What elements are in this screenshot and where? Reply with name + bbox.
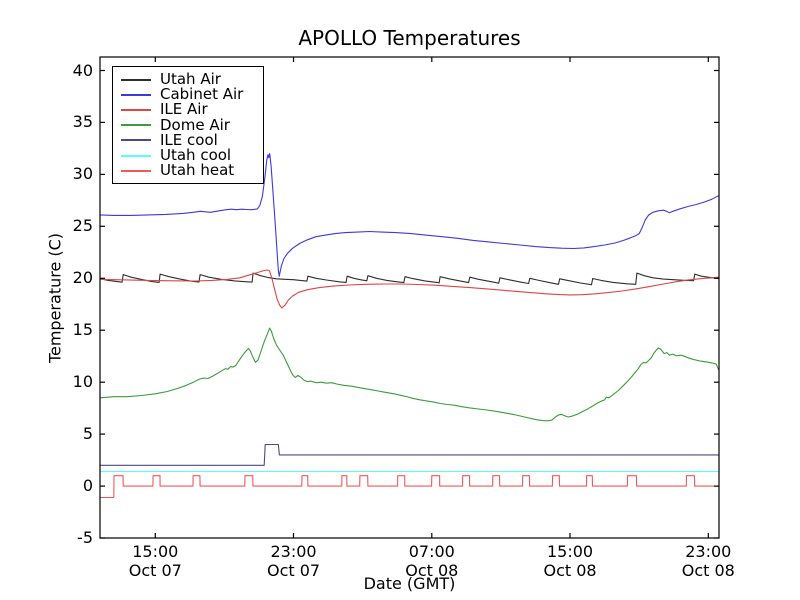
x-tick-label-time: 23:00 [685, 542, 732, 561]
legend-label: Cabinet Air [160, 85, 244, 104]
x-tick-label-date: Oct 08 [681, 561, 735, 580]
x-tick-label-time: 07:00 [408, 542, 455, 561]
y-tick-label: 30 [72, 164, 93, 184]
legend-entry-utah-heat: Utah heat [121, 163, 257, 178]
x-tick-label-date: Oct 08 [405, 561, 459, 580]
x-tick-label-date: Oct 07 [128, 561, 182, 580]
series-line-cabinet-air [99, 153, 719, 277]
x-tick-label-date: Oct 07 [266, 561, 321, 580]
y-tick-label: 25 [72, 216, 93, 236]
legend-entry-ile-air: ILE Air [121, 102, 257, 117]
y-tick-label: 5 [82, 424, 93, 444]
legend-entry-dome-air: Dome Air [121, 115, 257, 134]
legend-entry-cabinet-air: Cabinet Air [121, 87, 257, 102]
legend-line-swatch [121, 169, 151, 172]
y-tick-label: 15 [72, 320, 93, 340]
series-line-ile-cool [100, 443, 719, 466]
y-tick-label: 40 [72, 60, 93, 80]
legend-entry-ile-cool: ILE cool [121, 130, 257, 149]
series-line-utah-heat [100, 475, 719, 499]
x-tick-label-time: 15:00 [132, 542, 179, 561]
series-line-ile-air [99, 269, 719, 309]
y-tick-label: -5 [77, 528, 93, 547]
x-tick-label-date: Oct 08 [543, 561, 597, 580]
legend-label: Utah Air [160, 70, 221, 89]
x-tick-label-time: 23:00 [270, 542, 317, 561]
series-line-dome-air [99, 327, 720, 422]
legend-line-swatch [121, 139, 151, 142]
legend: Utah Air Cabinet Air ILE Air Dome Air ILE co… [112, 66, 264, 185]
legend-label: Utah cool [160, 146, 232, 165]
y-tick-label: 20 [72, 268, 93, 288]
legend-line-swatch [121, 93, 151, 96]
x-tick-label-time: 15:00 [546, 542, 594, 561]
y-tick-label: 35 [72, 112, 93, 132]
legend-label: Utah heat [160, 161, 235, 180]
y-tick-label: 0 [82, 476, 93, 496]
x-axis-label: Date (GMT) [363, 574, 456, 593]
legend-line-swatch [121, 124, 151, 127]
y-tick-label: 10 [72, 372, 93, 392]
legend-label: ILE cool [160, 130, 218, 149]
legend-line-swatch [121, 108, 151, 111]
y-axis-label: Temperature (C) [45, 232, 65, 364]
legend-entry-utah-cool: Utah cool [121, 148, 257, 163]
legend-line-swatch [121, 78, 151, 81]
chart-title: APOLLO Temperatures [298, 26, 521, 50]
legend-line-swatch [121, 154, 151, 157]
series-line-utah-air [99, 272, 719, 286]
legend-label: ILE Air [160, 100, 208, 119]
axes-frame [99, 56, 720, 539]
legend-label: Dome Air [160, 115, 230, 134]
legend-entry-utah-air: Utah Air [121, 72, 257, 87]
